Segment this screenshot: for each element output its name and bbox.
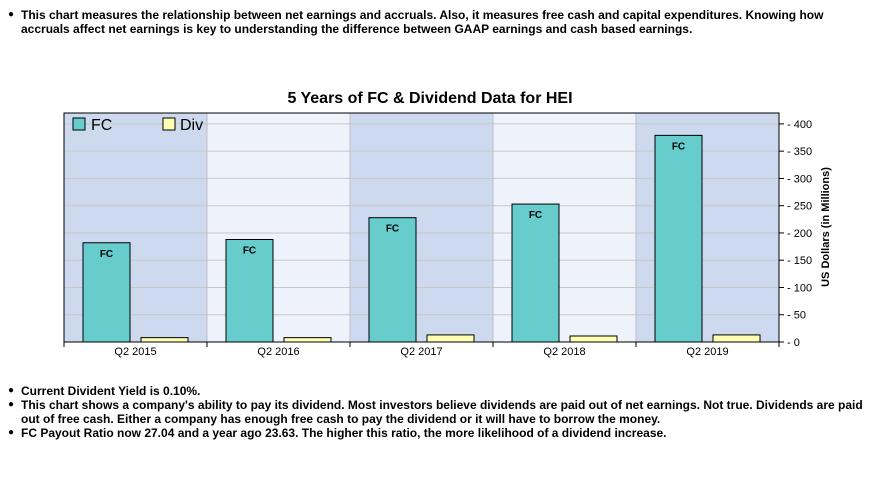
y-tick-label: - 300 [787, 173, 812, 185]
y-tick-label: - 350 [787, 146, 812, 158]
note-item: FC Payout Ratio now 27.04 and a year ago… [8, 426, 866, 440]
data-label-fc: FC [243, 245, 256, 256]
axes: - 0 - 50 - 100 - 150 - 200 - 250 - 300 - 350 - 4… [63, 112, 812, 358]
chart-title: 5 Years of FC & Dividend Data for HEI [287, 90, 572, 107]
bar-fc [654, 134, 703, 343]
data-label-fc: FC [386, 224, 399, 235]
x-tick-label: Q2 2019 [686, 346, 728, 358]
y-tick-label: - 0 [787, 337, 800, 349]
x-tick-label: Q2 2015 [114, 346, 156, 358]
bar-div [569, 335, 618, 343]
y-tick-label: - 400 [787, 119, 812, 131]
legend-swatch-div [162, 117, 176, 131]
x-tick-label: Q2 2018 [543, 346, 585, 358]
top-notes: This chart measures the relationship bet… [8, 8, 866, 36]
y-tick-label: - 50 [787, 310, 806, 322]
note-item: Current Divident Yield is 0.10%. [8, 384, 866, 398]
legend-label-fc: FC [91, 117, 112, 134]
legend: FC Div [72, 117, 203, 134]
data-label-fc: FC [529, 210, 542, 221]
y-tick-label: - 100 [787, 282, 812, 294]
bar-div [140, 337, 189, 343]
data-label-fc: FC [100, 249, 113, 260]
y-axis-label: US Dollars (in Millions) [820, 167, 832, 287]
data-label-fc: FC [672, 141, 685, 152]
bar-fc [225, 238, 274, 343]
bar-div [426, 334, 475, 343]
y-tick-label: - 200 [787, 228, 812, 240]
plot-frame [63, 112, 780, 343]
legend-label-div: Div [180, 117, 203, 134]
bottom-notes: Current Divident Yield is 0.10%. This ch… [8, 384, 866, 440]
bar-div [283, 337, 332, 343]
bar-fc [511, 203, 560, 343]
y-tick-label: - 150 [787, 255, 812, 267]
y-tick-label: - 250 [787, 201, 812, 213]
bar-fc [368, 217, 417, 343]
bars: FC FC FC FC FC [82, 134, 761, 343]
note-item: This chart measures the relationship bet… [8, 8, 866, 36]
x-tick-label: Q2 2016 [257, 346, 299, 358]
legend-swatch-fc [72, 117, 86, 131]
note-item: This chart shows a company's ability to … [8, 398, 866, 426]
bar-div [712, 334, 761, 343]
x-tick-label: Q2 2017 [400, 346, 442, 358]
